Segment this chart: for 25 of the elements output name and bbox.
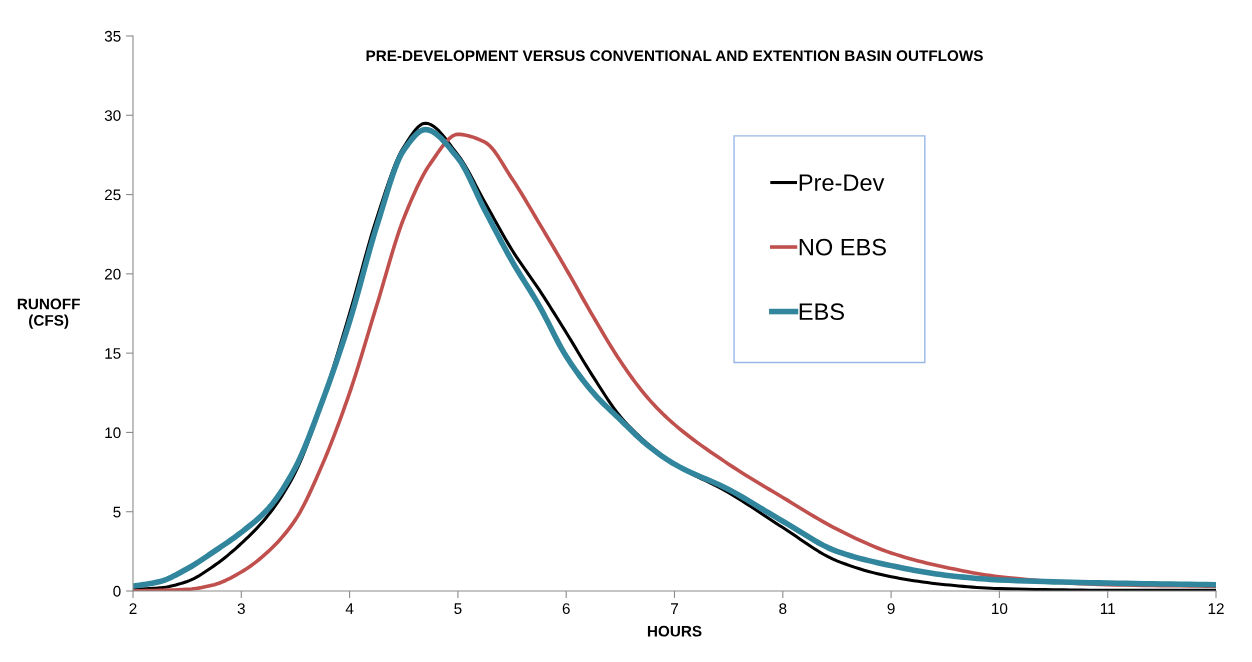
y-tick-label: 5	[113, 506, 121, 518]
x-tick-label: 4	[345, 603, 354, 614]
x-tick-label: 10	[992, 603, 1008, 615]
y-axis-title: RUNOFF (CFS)	[17, 298, 80, 329]
x-tick-label: 7	[671, 603, 678, 614]
y-tick-label: 15	[105, 348, 121, 359]
legend-label: EBS	[799, 303, 844, 321]
y-tick-label: 20	[104, 268, 121, 280]
x-tick-label: 6	[562, 603, 570, 615]
x-tick-label: 12	[1208, 603, 1224, 614]
legend-label: NO EBS	[799, 238, 886, 256]
x-tick-label: 2	[129, 603, 137, 614]
x-tick-label: 11	[1100, 603, 1115, 614]
x-tick-label: 5	[454, 603, 462, 615]
x-axis-title: HOURS	[647, 625, 702, 637]
y-tick-label: 35	[104, 30, 121, 42]
y-tick-label: 10	[105, 427, 121, 439]
y-tick-label: 0	[113, 585, 121, 597]
legend-label: Pre-Dev	[799, 174, 885, 192]
x-tick-label: 8	[779, 603, 787, 615]
x-tick-label: 3	[237, 603, 245, 615]
text: PRE-DEVELOPMENT VERSUS CONVENTIONAL AND EXTENTION BASIN OUTFLOWS	[366, 50, 983, 62]
x-tick-label: 9	[887, 603, 895, 615]
y-tick-label: 25	[104, 189, 121, 201]
y-tick-label: 30	[104, 110, 121, 121]
